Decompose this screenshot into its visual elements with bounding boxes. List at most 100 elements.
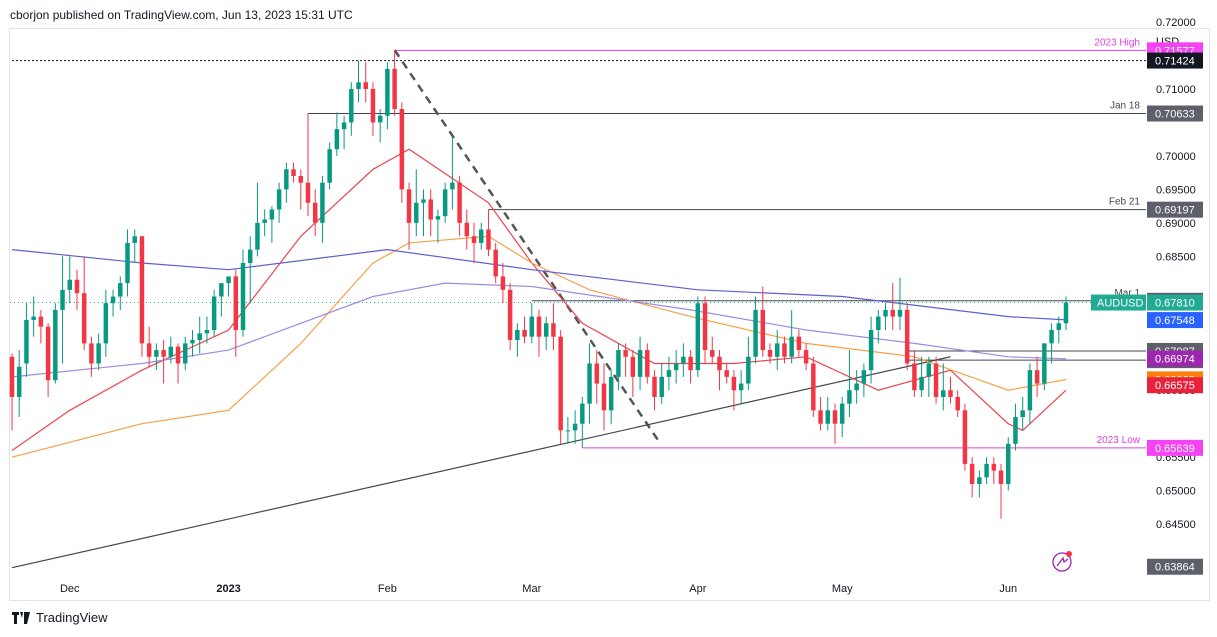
tradingview-logo-icon[interactable]: [12, 611, 30, 624]
candle-body: [637, 350, 643, 377]
candle-body: [645, 350, 650, 377]
moving-average-line: [11, 148, 1067, 451]
price-tick-label: 0.71000: [1156, 84, 1196, 96]
candle-body: [702, 303, 708, 351]
candle-body: [96, 343, 101, 364]
candle-body: [16, 366, 22, 397]
candle-body: [356, 82, 361, 89]
candle-body: [67, 279, 72, 290]
candle-body: [941, 390, 946, 397]
candle-body: [45, 326, 51, 381]
candle-body: [486, 229, 491, 250]
candle-body: [9, 356, 15, 397]
candle-body: [146, 343, 152, 357]
candle-body: [110, 296, 116, 304]
candle-body: [471, 236, 477, 243]
candle-body: [623, 350, 628, 357]
candle-body: [500, 276, 506, 290]
price-tag-text: 0.66575: [1155, 380, 1195, 392]
price-tag-text: 0.69197: [1155, 205, 1195, 217]
candle-body: [392, 68, 397, 110]
candle-body: [370, 88, 376, 123]
candle-body: [876, 316, 881, 330]
time-tick-label: Jun: [999, 583, 1017, 595]
price-tick-label: 0.68500: [1156, 251, 1196, 263]
candle-body: [406, 189, 412, 223]
candle-body: [493, 249, 498, 277]
candle-body: [385, 68, 390, 116]
level-label: Jan 18: [1110, 101, 1140, 112]
candle-body: [349, 88, 354, 123]
candle-body: [204, 329, 210, 334]
chart-frame: [9, 28, 1210, 601]
candle-body: [428, 199, 433, 220]
candle-body: [442, 189, 448, 217]
level-label: Mar 1: [1114, 288, 1140, 299]
price-tag-text: 0.65639: [1155, 443, 1195, 455]
candle-body: [1020, 410, 1025, 418]
moving-averages: [11, 148, 1067, 458]
candle-body: [587, 363, 592, 404]
candle-body: [247, 249, 253, 264]
candle-body: [327, 149, 332, 183]
candle-body: [847, 390, 852, 404]
candle-body: [616, 350, 621, 377]
candle-body: [262, 219, 267, 223]
candle-body: [601, 383, 607, 411]
candle-body: [284, 169, 289, 190]
candle-body: [608, 376, 614, 411]
candle-body: [883, 309, 888, 317]
candle-body: [53, 309, 58, 381]
candle-body: [933, 363, 939, 397]
candle-body: [190, 340, 195, 344]
publisher-line: cborjon published on TradingView.com, Ju…: [10, 8, 353, 22]
price-tag: [1147, 377, 1203, 394]
price-tick-label: 0.65000: [1156, 486, 1196, 498]
candle-body: [298, 175, 304, 183]
candle-body: [536, 316, 542, 337]
candle-body: [1042, 343, 1047, 384]
candle-body: [435, 216, 441, 220]
trendlines: [11, 49, 951, 569]
price-tick-label: 0.72000: [1156, 17, 1196, 29]
candle-body: [839, 403, 845, 424]
candle-body: [558, 336, 563, 431]
candles: [9, 50, 1069, 519]
candle-body: [312, 202, 318, 223]
price-tag-text: 0.67810: [1155, 298, 1195, 310]
candle-body: [572, 423, 578, 431]
candle-body: [717, 356, 722, 371]
price-tags: 0.715770.714240.706330.691970.678360.670…: [1091, 42, 1203, 575]
candle-body: [774, 343, 780, 357]
candle-body: [507, 289, 513, 341]
candle-body: [341, 122, 347, 130]
candle-body: [673, 363, 679, 371]
candle-body: [414, 202, 419, 223]
candle-body: [551, 323, 556, 337]
candle-body: [226, 276, 231, 284]
candle-body: [731, 376, 737, 391]
candle-body: [457, 182, 462, 223]
candle-body: [219, 283, 224, 297]
level-label: 2023 Low: [1097, 435, 1141, 446]
alert-icon-glyph: [1056, 556, 1069, 567]
price-tag-text: 0.63864: [1155, 562, 1195, 574]
candle-body: [161, 350, 166, 357]
candle-body: [168, 346, 174, 357]
candle-body: [320, 182, 325, 223]
time-tick-label: Dec: [60, 583, 80, 595]
candle-body: [139, 236, 145, 344]
candle-body: [89, 343, 94, 364]
candle-body: [710, 350, 715, 357]
candle-body: [818, 410, 823, 424]
candle-body: [240, 263, 246, 330]
candle-body: [904, 309, 910, 364]
candle-body: [81, 293, 87, 344]
alert-icon-group: [1052, 551, 1072, 572]
price-tag: [1147, 52, 1203, 69]
price-tick-label: 0.69000: [1156, 218, 1196, 230]
trendline-dashed: [393, 49, 662, 445]
level-label: 2023 High: [1094, 37, 1140, 48]
candle-body: [363, 82, 368, 89]
